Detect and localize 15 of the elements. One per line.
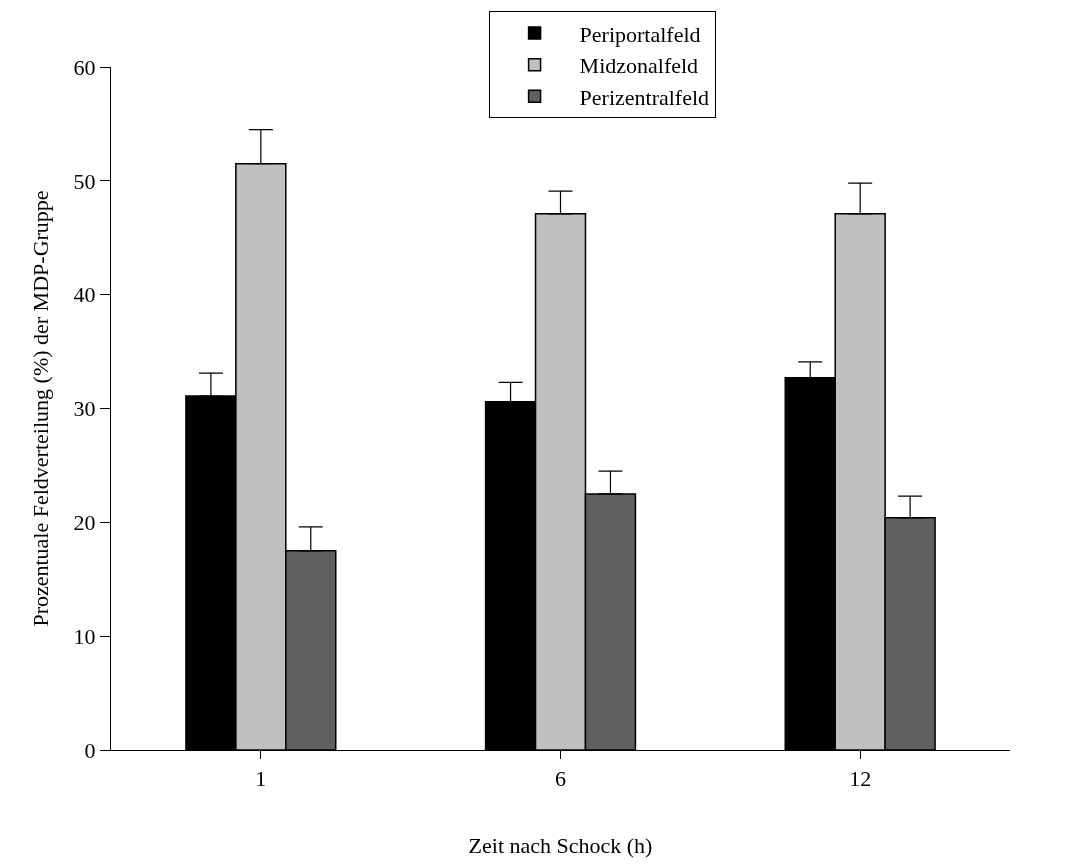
legend-label: Perizentralfeld [579, 84, 710, 110]
x-tick-label: 12 [849, 765, 872, 791]
legend-label: Periportalfeld [579, 21, 701, 47]
y-tick-label: 10 [73, 623, 96, 649]
x-axis-title: Zeit nach Schock (h) [468, 833, 653, 859]
legend-label: Midzonalfeld [579, 53, 699, 79]
x-tick-label: 6 [555, 765, 566, 791]
y-tick-label: 0 [84, 737, 96, 763]
y-tick-label: 60 [73, 54, 96, 80]
y-axis-title: Prozentuale Feldverteilung (%) der MDP-Gruppe [28, 190, 54, 627]
y-tick-label: 20 [73, 510, 96, 536]
y-tick-label: 50 [73, 168, 96, 194]
x-tick-label: 1 [255, 765, 267, 791]
y-tick-label: 30 [73, 396, 96, 422]
y-tick-label: 40 [73, 282, 96, 308]
